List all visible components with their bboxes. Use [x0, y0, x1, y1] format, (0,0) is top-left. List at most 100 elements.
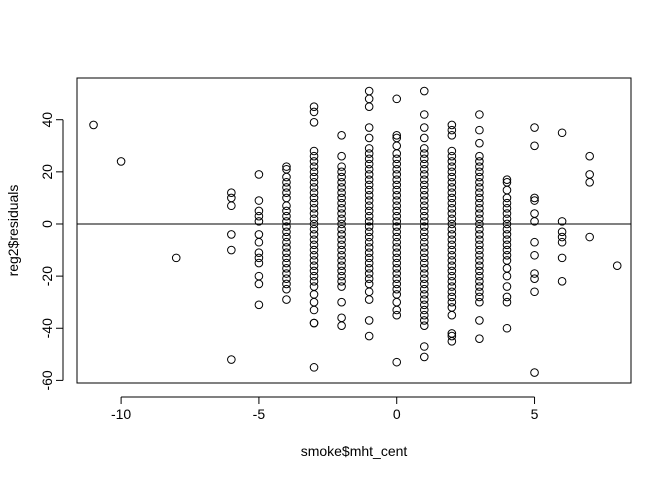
- data-point: [475, 282, 484, 291]
- data-point: [309, 318, 319, 328]
- data-point: [364, 232, 374, 242]
- data-point: [282, 227, 291, 237]
- data-point: [419, 217, 429, 226]
- data-point: [392, 196, 402, 205]
- data-point: [502, 193, 512, 203]
- data-point: [337, 240, 346, 250]
- data-point: [530, 217, 539, 226]
- data-point: [392, 284, 402, 294]
- data-point: [392, 227, 402, 237]
- data-point: [475, 230, 484, 239]
- data-point: [254, 206, 264, 216]
- data-point: [585, 177, 594, 187]
- data-point: [502, 175, 512, 184]
- data-point: [502, 282, 512, 291]
- data-point: [364, 279, 374, 289]
- data-point: [309, 146, 319, 156]
- data-point: [337, 131, 346, 140]
- data-point: [447, 193, 457, 203]
- data-point: [502, 271, 512, 281]
- data-point: [364, 222, 374, 231]
- data-point: [282, 172, 291, 182]
- data-point: [392, 290, 402, 299]
- data-point: [282, 162, 291, 171]
- data-point: [254, 279, 264, 289]
- data-point: [392, 269, 402, 278]
- data-point: [309, 177, 319, 187]
- data-point: [364, 274, 374, 284]
- data-point: [447, 146, 457, 156]
- data-point: [447, 261, 457, 270]
- data-point: [364, 123, 374, 132]
- data-point: [392, 222, 402, 231]
- data-point: [337, 177, 346, 187]
- data-point: [419, 185, 429, 195]
- data-point: [392, 170, 402, 179]
- data-point: [392, 159, 402, 169]
- data-point: [392, 141, 402, 151]
- data-point: [447, 292, 457, 302]
- y-tick-label: 40: [39, 112, 55, 128]
- data-point: [337, 313, 346, 323]
- data-point: [309, 230, 319, 239]
- data-point: [530, 209, 539, 218]
- data-point: [447, 188, 457, 198]
- data-point: [337, 151, 346, 161]
- data-point: [337, 204, 346, 213]
- data-point: [392, 149, 402, 158]
- data-point: [337, 235, 346, 244]
- data-point: [309, 157, 319, 166]
- data-point: [612, 261, 622, 270]
- data-point: [447, 303, 457, 312]
- data-point: [392, 357, 402, 367]
- data-point: [419, 279, 429, 289]
- x-tick-label: -10: [111, 406, 131, 422]
- data-point: [419, 110, 429, 119]
- data-point: [227, 245, 236, 255]
- data-point: [475, 235, 484, 244]
- data-point: [502, 245, 512, 255]
- data-point: [309, 363, 319, 372]
- data-point: [309, 118, 319, 127]
- data-point: [475, 245, 484, 255]
- data-point: [282, 193, 291, 203]
- data-point: [475, 334, 484, 343]
- data-point: [502, 256, 512, 265]
- data-point: [392, 164, 402, 174]
- data-point: [502, 323, 512, 333]
- data-point: [309, 235, 319, 244]
- data-point: [447, 287, 457, 297]
- y-axis-title: reg2$residuals: [5, 185, 21, 277]
- data-point: [419, 243, 429, 252]
- data-point: [419, 342, 429, 351]
- data-point: [364, 237, 374, 247]
- data-point: [282, 279, 291, 289]
- data-point: [475, 204, 484, 213]
- data-point: [530, 196, 539, 205]
- data-point: [337, 321, 346, 330]
- data-point: [254, 248, 264, 257]
- data-point: [337, 261, 346, 270]
- data-point: [309, 162, 319, 171]
- data-point: [337, 183, 346, 192]
- data-point: [419, 310, 429, 320]
- y-tick-label: 0: [39, 220, 55, 228]
- x-axis-title: smoke$mht_cent: [301, 443, 408, 459]
- data-point: [419, 86, 429, 96]
- data-point: [419, 149, 429, 158]
- data-point: [364, 185, 374, 195]
- data-point: [254, 217, 264, 226]
- data-point: [502, 235, 512, 244]
- x-tick-label: 0: [393, 406, 401, 422]
- data-point: [309, 188, 319, 198]
- data-point: [309, 256, 319, 265]
- data-point: [364, 331, 374, 341]
- data-point: [364, 149, 374, 158]
- data-point: [309, 271, 319, 281]
- data-point: [475, 271, 484, 281]
- data-point: [364, 144, 374, 153]
- data-point: [282, 183, 291, 192]
- data-point: [364, 217, 374, 226]
- data-point: [475, 198, 484, 208]
- y-tick-label: -20: [39, 266, 55, 286]
